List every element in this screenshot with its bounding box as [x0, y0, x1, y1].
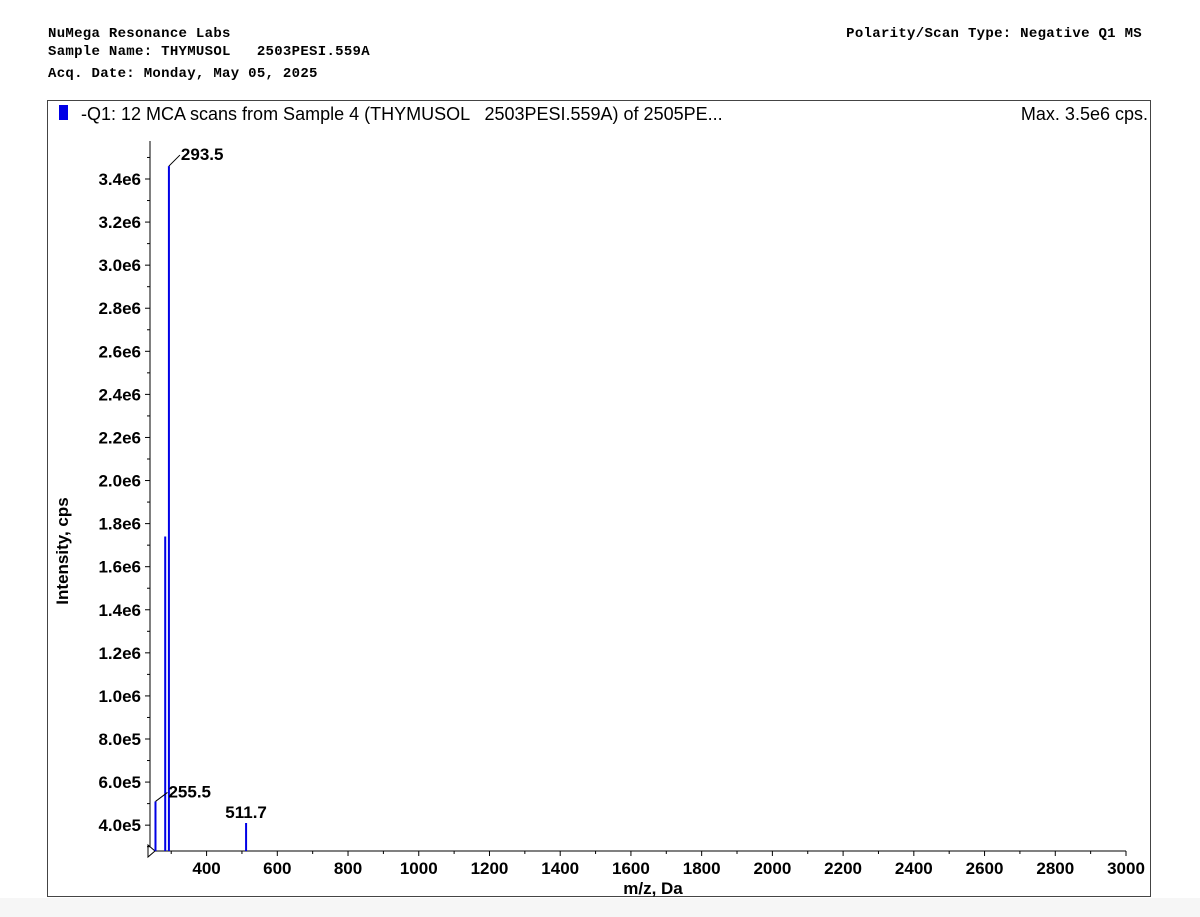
- y-tick-label: 1.0e6: [98, 687, 141, 706]
- x-tick-label: 1000: [400, 859, 438, 878]
- x-tick-label: 2000: [753, 859, 791, 878]
- x-tick-label: 400: [192, 859, 220, 878]
- peak-label: 511.7: [225, 803, 267, 822]
- y-tick-label: 3.4e6: [98, 170, 141, 189]
- peak-label-leader: [168, 154, 181, 167]
- y-tick-label: 1.6e6: [98, 558, 141, 577]
- spectrum-chart: 4.0e5 6.0e5 8.0e5 1.0e6 1.2e6 1.4e6 1.6e6 1.8e6…: [53, 141, 1145, 898]
- x-tick-label: 1600: [612, 859, 650, 878]
- x-tick-label: 2200: [824, 859, 862, 878]
- x-axis-title: m/z, Da: [623, 879, 683, 898]
- sample-name: Sample Name: THYMUSOL 2503PESI.559A: [48, 44, 370, 60]
- y-tick-label: 1.2e6: [98, 644, 141, 663]
- acquisition-date: Acq. Date: Monday, May 05, 2025: [48, 66, 318, 82]
- x-tick-label: 1800: [683, 859, 721, 878]
- y-tick-label: 1.4e6: [98, 601, 141, 620]
- plot-title-row: -Q1: 12 MCA scans from Sample 4 (THYMUSO…: [48, 101, 1150, 129]
- y-axis-title: Intensity, cps: [53, 497, 72, 604]
- axis-origin-marker: [147, 843, 156, 859]
- x-tick-label: 2400: [895, 859, 933, 878]
- peak-label: 293.5: [181, 145, 224, 164]
- plot-title: -Q1: 12 MCA scans from Sample 4 (THYMUSO…: [81, 104, 723, 124]
- lab-name: NuMega Resonance Labs: [48, 26, 231, 42]
- polarity-scan-type: Polarity/Scan Type: Negative Q1 MS: [846, 26, 1142, 42]
- y-tick-label: 2.6e6: [98, 342, 141, 361]
- x-tick-label: 2800: [1036, 859, 1074, 878]
- legend-swatch: [59, 105, 68, 120]
- y-tick-label: 3.2e6: [98, 213, 141, 232]
- peak-label-leader: [155, 792, 168, 802]
- y-tick-label: 2.4e6: [98, 385, 141, 404]
- x-tick-label: 1400: [541, 859, 579, 878]
- x-tick-label: 600: [263, 859, 291, 878]
- peak-label: 255.5: [168, 782, 211, 801]
- max-intensity-label: Max. 3.5e6 cps.: [1020, 104, 1148, 124]
- spectrum-panel: -Q1: 12 MCA scans from Sample 4 (THYMUSO…: [47, 100, 1151, 898]
- y-tick-label: 6.0e5: [98, 773, 141, 792]
- x-tick-label: 800: [334, 859, 362, 878]
- y-tick-label: 2.8e6: [98, 299, 141, 318]
- y-tick-label: 1.8e6: [98, 515, 141, 534]
- y-tick-label: 3.0e6: [98, 256, 141, 275]
- y-tick-label: 8.0e5: [98, 730, 141, 749]
- y-tick-label: 2.2e6: [98, 428, 141, 447]
- y-tick-label: 4.0e5: [98, 816, 141, 835]
- x-tick-label: 1200: [471, 859, 509, 878]
- x-tick-label: 2600: [966, 859, 1004, 878]
- y-tick-label: 2.0e6: [98, 472, 141, 491]
- x-tick-label: 3000: [1107, 859, 1145, 878]
- page-bottom-strip: [0, 898, 1200, 917]
